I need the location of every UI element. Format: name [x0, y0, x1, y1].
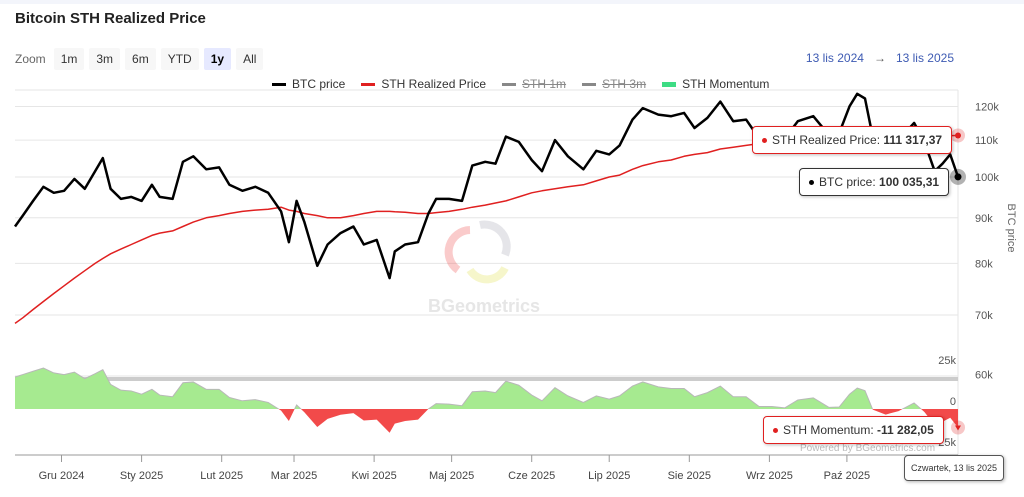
credits-link[interactable]: Powered by BGeometrics.com: [800, 443, 936, 454]
momentum-tick-label: 25k: [938, 355, 956, 367]
legend-swatch: [272, 82, 286, 86]
zoom-label: Zoom: [15, 52, 46, 66]
series-dot: [773, 428, 778, 434]
zoom-1y-button[interactable]: 1y: [203, 48, 232, 70]
legend-sth-realized-price[interactable]: STH Realized Price: [361, 77, 486, 91]
legend-label: BTC price: [292, 77, 346, 91]
tooltip-sth-momentum: STH Momentum: -11 282,05: [763, 416, 944, 444]
range-to-input[interactable]: 13 lis 2025: [895, 51, 954, 65]
x-tick-label: Maj 2025: [429, 470, 474, 482]
x-tick-label: Lut 2025: [200, 470, 243, 482]
legend-swatch: [582, 82, 597, 86]
zoom-all-button[interactable]: All: [236, 48, 264, 70]
momentum-tick-label: 0: [950, 396, 956, 408]
y-tick-label: 80k: [975, 258, 993, 270]
legend-swatch: [361, 82, 376, 86]
chart-title: Bitcoin STH Realized Price: [15, 10, 206, 27]
tooltip-label: BTC price:: [819, 175, 880, 189]
tooltip-btc-price: BTC price: 100 035,31: [799, 168, 950, 196]
y-tick-label: 100k: [975, 172, 999, 184]
legend-label: STH 3m: [602, 77, 647, 91]
legend-label: STH 1m: [522, 77, 567, 91]
momentum-line: [14, 367, 922, 409]
tooltip-value: -11 282,05: [877, 423, 934, 437]
tooltip-date: Czwartek, 13 lis 2025: [904, 455, 1005, 481]
x-tick-label: Cze 2025: [508, 470, 555, 482]
tooltip-label: STH Momentum:: [783, 423, 878, 437]
date-range: 13 lis 2024 → 13 lis 2025: [806, 51, 954, 65]
legend: BTC price STH Realized Price STH 1m STH …: [272, 77, 769, 91]
y-tick-label: 110k: [975, 135, 999, 147]
series-dot: [762, 138, 767, 144]
logo-arc: [466, 265, 509, 284]
btc-price-line: [13, 92, 960, 280]
x-tick-label: Gru 2024: [39, 470, 85, 482]
momentum-area-positive: [15, 368, 958, 409]
y-tick-label: 60k: [975, 370, 993, 382]
tooltip-value: 100 035,31: [879, 175, 940, 189]
x-tick-label: Lip 2025: [588, 470, 630, 482]
y-axis-title: BTC price: [1005, 204, 1017, 253]
logo-icon: [444, 220, 511, 284]
legend-label: STH Realized Price: [381, 77, 487, 91]
range-arrow: →: [873, 51, 886, 65]
x-tick-label: Sty 2025: [120, 470, 163, 482]
range-from-input[interactable]: 13 lis 2024: [805, 51, 864, 65]
x-tick-label: Wrz 2025: [746, 470, 793, 482]
logo-arc: [444, 226, 471, 274]
legend-label: STH Momentum: [682, 77, 770, 91]
sth-hover-marker: [955, 132, 961, 139]
tooltip-sth-realized-price: STH Realized Price: 111 317,37: [752, 126, 953, 154]
x-tick-label: Kwi 2025: [351, 470, 396, 482]
top-band: [0, 0, 1024, 4]
zoom-selector: Zoom 1m 3m 6m YTD 1y All: [15, 48, 264, 70]
watermark: BGeometrics: [428, 296, 541, 316]
btc-hover-marker: [954, 173, 962, 181]
x-tick-label: Sie 2025: [668, 470, 711, 482]
y-tick-label: 90k: [975, 213, 993, 225]
legend-btc-price[interactable]: BTC price: [272, 77, 345, 91]
x-tick-label: Paź 2025: [824, 470, 870, 482]
legend-sth-momentum[interactable]: STH Momentum: [662, 77, 769, 91]
tooltip-value: 111 317,37: [883, 133, 943, 147]
logo-arc: [479, 220, 511, 257]
x-tick-label: Mar 2025: [271, 470, 317, 482]
zoom-1m-button[interactable]: 1m: [53, 48, 85, 70]
zoom-6m-button[interactable]: 6m: [125, 48, 156, 70]
legend-swatch: [502, 82, 517, 86]
legend-swatch: [662, 81, 677, 87]
y-tick-label: 120k: [975, 101, 999, 113]
legend-sth-3m[interactable]: STH 3m: [582, 77, 646, 91]
series-dot: [809, 180, 814, 186]
zoom-3m-button[interactable]: 3m: [89, 48, 121, 70]
zoom-ytd-button[interactable]: YTD: [160, 48, 199, 70]
momentum-hover-marker: [955, 425, 961, 431]
y-tick-label: 70k: [975, 310, 993, 322]
pane-separator: [15, 377, 958, 381]
legend-sth-1m[interactable]: STH 1m: [502, 77, 566, 91]
tooltip-label: STH Realized Price:: [772, 133, 884, 147]
